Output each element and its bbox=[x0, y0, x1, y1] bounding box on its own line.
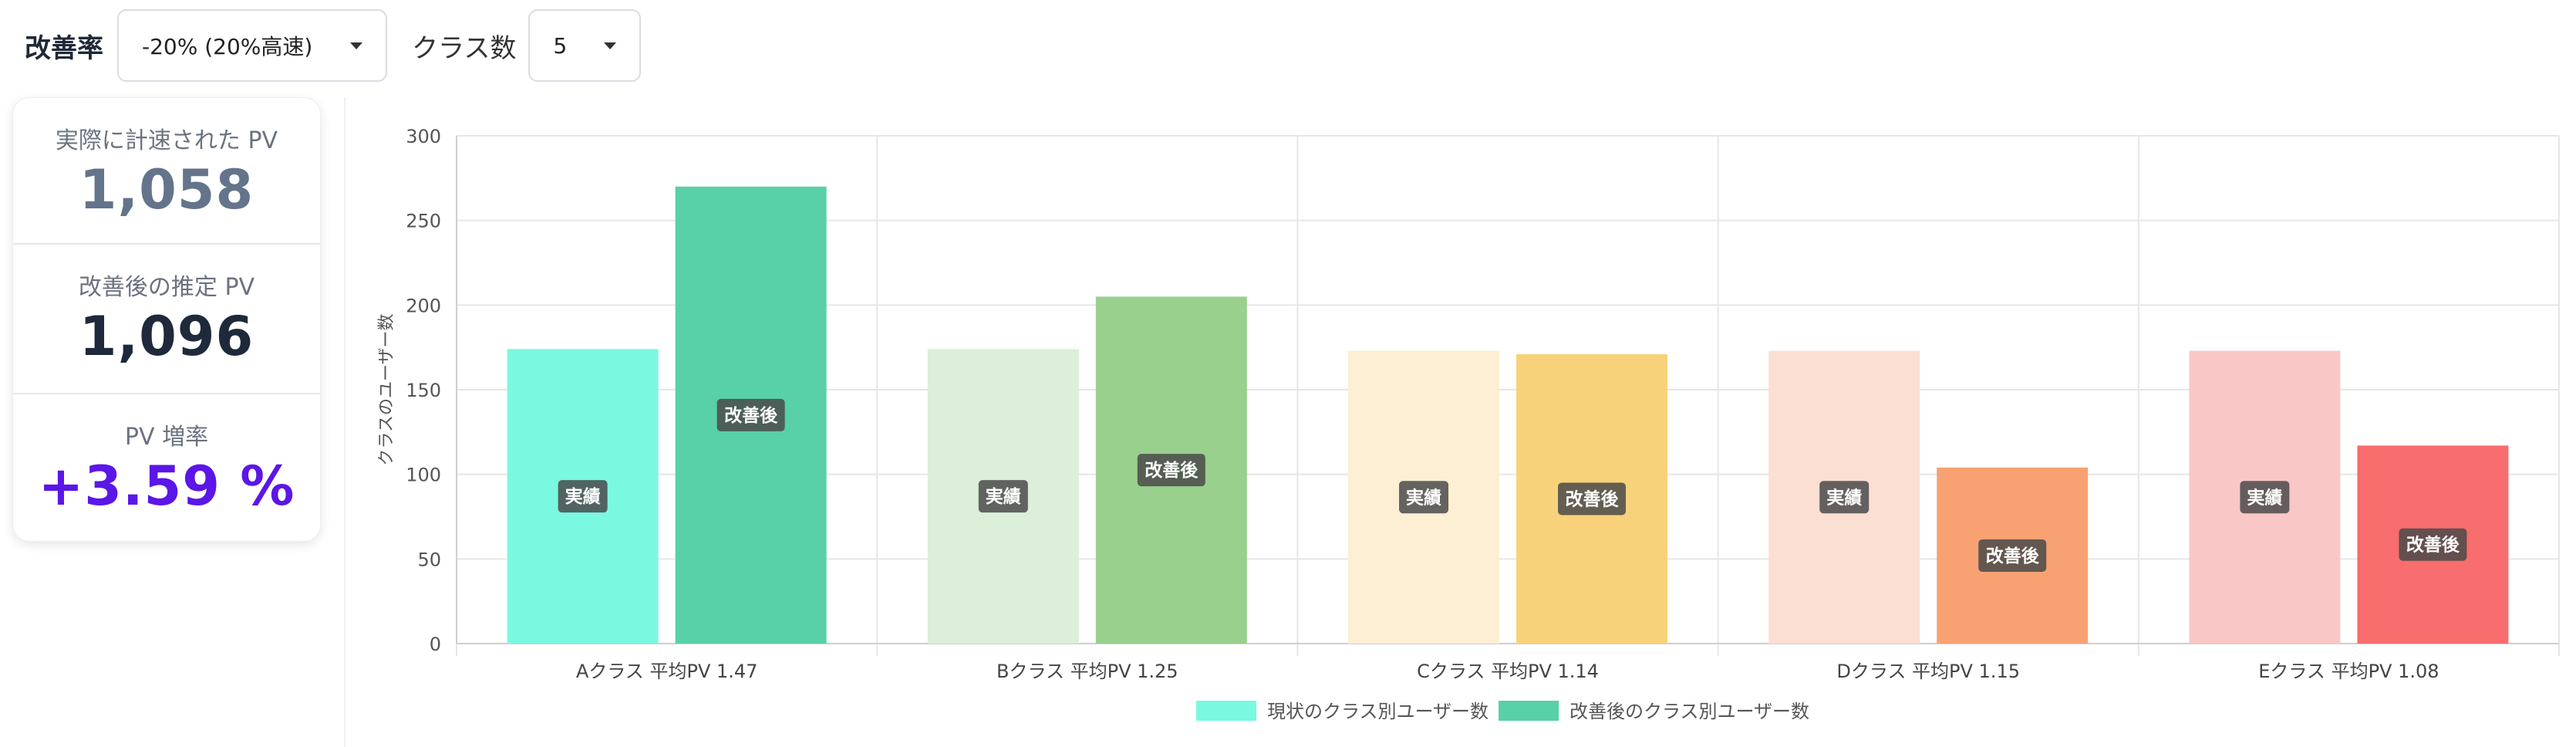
bar-tag-label: 改善後 bbox=[1986, 546, 2040, 566]
y-tick-label: 0 bbox=[430, 634, 441, 655]
toolbar: 改善率 -20% (20%高速) クラス数 5 bbox=[25, 9, 642, 82]
panel-divider bbox=[344, 97, 346, 747]
y-tick-label: 50 bbox=[417, 549, 441, 570]
bar-tag-label: 実績 bbox=[1826, 487, 1862, 508]
x-tick-label: Aクラス 平均PV 1.47 bbox=[576, 661, 758, 682]
y-tick-label: 300 bbox=[406, 126, 441, 147]
stats-card: 実際に計速された PV 1,058 改善後の推定 PV 1,096 PV 増率 … bbox=[12, 97, 321, 542]
bar-tag-bg bbox=[1819, 481, 1870, 514]
class-count-label: クラス数 bbox=[412, 32, 517, 64]
bar-tag-bg bbox=[1137, 454, 1205, 487]
stat-improved-value: 1,096 bbox=[79, 305, 255, 368]
bar-tag-bg bbox=[1978, 539, 2047, 572]
y-axis-title: クラスのユーザー数 bbox=[377, 313, 396, 465]
stat-actual-pv: 実際に計速された PV 1,058 bbox=[13, 98, 320, 245]
class-count-select[interactable]: 5 bbox=[528, 9, 642, 82]
legend-label: 現状のクラス別ユーザー数 bbox=[1267, 701, 1489, 722]
bar-tag-label: 改善後 bbox=[1566, 488, 1620, 509]
stat-improved-pv: 改善後の推定 PV 1,096 bbox=[13, 245, 320, 394]
legend-swatch bbox=[1196, 701, 1256, 721]
bar-tag-label: 改善後 bbox=[1145, 460, 1199, 481]
y-tick-label: 200 bbox=[406, 295, 441, 316]
stat-actual-value: 1,058 bbox=[79, 158, 255, 221]
bar-tag-label: 実績 bbox=[1406, 487, 1441, 508]
bar-tag-label: 改善後 bbox=[724, 405, 778, 426]
bar-tag-bg bbox=[1558, 482, 1626, 515]
chevron-down-icon bbox=[350, 42, 362, 49]
class-count-value: 5 bbox=[553, 32, 568, 59]
bar-tag-label: 実績 bbox=[565, 486, 601, 507]
x-tick-label: Cクラス 平均PV 1.14 bbox=[1417, 661, 1599, 682]
y-tick-label: 100 bbox=[406, 465, 441, 486]
bar-tag-label: 実績 bbox=[2247, 487, 2282, 508]
legend-label: 改善後のクラス別ユーザー数 bbox=[1570, 701, 1809, 722]
x-tick-label: Eクラス 平均PV 1.08 bbox=[2258, 661, 2439, 682]
x-tick-label: Bクラス 平均PV 1.25 bbox=[996, 661, 1178, 682]
bar-tag-label: 改善後 bbox=[2406, 535, 2460, 556]
bar-tag-label: 実績 bbox=[986, 486, 1021, 507]
stat-improved-label: 改善後の推定 PV bbox=[78, 274, 255, 301]
x-tick-label: Dクラス 平均PV 1.15 bbox=[1836, 661, 2020, 682]
improvement-rate-value: -20% (20%高速) bbox=[142, 34, 313, 59]
improvement-rate-select[interactable]: -20% (20%高速) bbox=[117, 9, 387, 82]
bar-tag-bg bbox=[1399, 481, 1448, 514]
bar-tag-bg bbox=[558, 480, 608, 513]
stat-increase-label: PV 増率 bbox=[124, 424, 209, 451]
improvement-rate-label: 改善率 bbox=[25, 32, 103, 64]
y-tick-label: 150 bbox=[406, 380, 441, 401]
bar-tag-bg bbox=[978, 480, 1028, 513]
stat-increase-rate: PV 増率 +3.59 % bbox=[13, 394, 320, 543]
stat-actual-label: 実際に計速された PV bbox=[55, 127, 278, 154]
bar-tag-bg bbox=[716, 398, 785, 431]
chevron-down-icon bbox=[604, 42, 617, 49]
legend-swatch bbox=[1499, 701, 1559, 721]
bar-tag-bg bbox=[2399, 528, 2467, 561]
y-tick-label: 250 bbox=[406, 211, 441, 232]
stat-increase-value: +3.59 % bbox=[38, 455, 295, 518]
bar-tag-bg bbox=[2240, 481, 2290, 514]
